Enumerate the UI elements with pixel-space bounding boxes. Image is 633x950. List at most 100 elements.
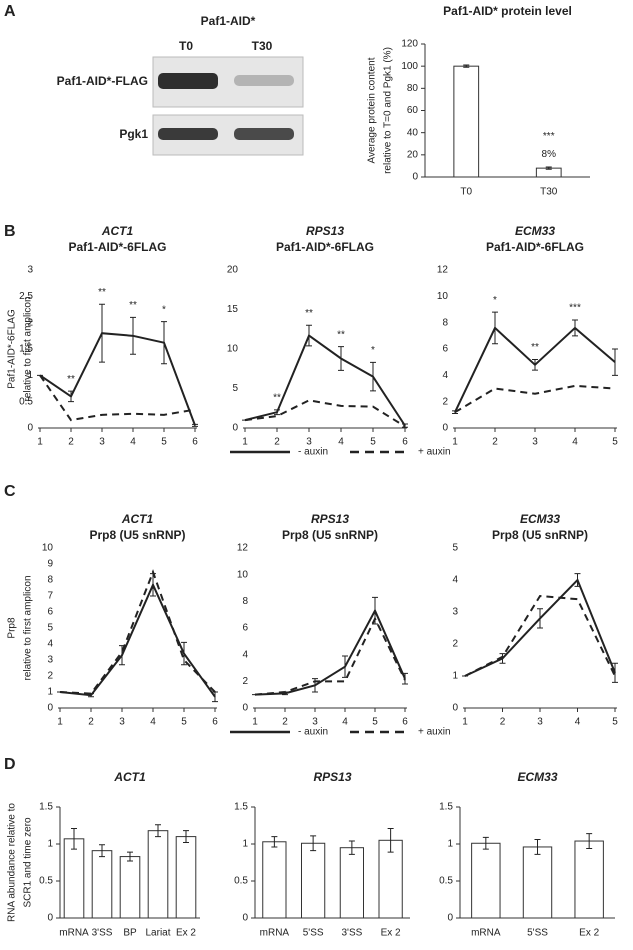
lane-label: T0 bbox=[179, 39, 193, 53]
bar bbox=[147, 830, 169, 919]
y-tick-label: 1.5 bbox=[19, 344, 33, 355]
significance: ** bbox=[273, 392, 281, 403]
y-tick-label: 0.5 bbox=[439, 876, 453, 887]
x-tick-label: 3 bbox=[537, 717, 543, 728]
y-tick-label: 7 bbox=[47, 591, 53, 602]
y-tick-label: 2 bbox=[242, 676, 248, 687]
lane-label: T30 bbox=[252, 39, 273, 53]
chart-title: ACT1 bbox=[101, 224, 134, 238]
y-tick-label: 0.5 bbox=[19, 396, 33, 407]
y-tick-label: 15 bbox=[227, 304, 239, 315]
y-tick-label: 4 bbox=[47, 639, 53, 650]
chart-title: ECM33 bbox=[517, 770, 557, 784]
x-tick-label: mRNA bbox=[471, 928, 501, 939]
error-bar bbox=[348, 840, 355, 855]
y-tick-label: 0 bbox=[242, 913, 248, 924]
y-tick-label: 10 bbox=[237, 569, 249, 580]
x-tick-label: 1 bbox=[37, 437, 43, 448]
x-tick-label: 5'SS bbox=[303, 928, 324, 939]
error-bar bbox=[612, 348, 618, 376]
error-bar bbox=[127, 851, 133, 862]
y-tick-label: 1 bbox=[242, 839, 248, 850]
error-bar bbox=[545, 166, 552, 170]
panel-letter: B bbox=[4, 223, 16, 240]
significance: ** bbox=[305, 308, 313, 319]
x-tick-label: 5 bbox=[612, 437, 618, 448]
blot-row-label: Pgk1 bbox=[119, 127, 148, 141]
legend-label: - auxin bbox=[298, 727, 328, 738]
y-tick-label: 12 bbox=[437, 265, 449, 276]
y-tick-label: 6 bbox=[47, 607, 53, 618]
chart-title: ACT1 bbox=[113, 770, 146, 784]
error-bar bbox=[612, 662, 618, 683]
x-tick-label: 3 bbox=[119, 717, 125, 728]
x-tick-label: 6 bbox=[402, 717, 408, 728]
error-bar bbox=[572, 319, 578, 337]
y-tick-label: 40 bbox=[407, 127, 419, 138]
y-tick-label: 80 bbox=[407, 83, 419, 94]
x-tick-label: Lariat bbox=[145, 928, 170, 939]
x-tick-label: 4 bbox=[575, 717, 581, 728]
x-tick-label: 1 bbox=[252, 717, 258, 728]
x-tick-label: T0 bbox=[460, 187, 472, 198]
x-tick-label: 4 bbox=[338, 437, 344, 448]
error-bar bbox=[183, 830, 189, 844]
y-tick-label: 8 bbox=[47, 575, 53, 586]
x-tick-label: 5 bbox=[612, 717, 618, 728]
y-tick-label: 3 bbox=[27, 265, 33, 276]
error-bar bbox=[161, 321, 167, 365]
x-tick-label: Ex 2 bbox=[381, 928, 401, 939]
chart-subtitle: Prp8 (U5 snRNP) bbox=[492, 528, 588, 542]
bar bbox=[262, 841, 287, 919]
error-bar bbox=[387, 827, 394, 853]
bar bbox=[471, 842, 501, 919]
y-axis-label: relative to first amplicon bbox=[23, 575, 34, 680]
x-tick-label: 4 bbox=[150, 717, 156, 728]
chart-title: RPS13 bbox=[311, 512, 349, 526]
bar bbox=[119, 856, 141, 919]
error-bar bbox=[534, 839, 541, 855]
y-axis-label: Prp8 bbox=[7, 617, 18, 639]
panel-letter: A bbox=[4, 3, 16, 20]
x-tick-label: 5 bbox=[161, 437, 167, 448]
panel-letter: C bbox=[4, 483, 16, 500]
y-axis-label: relative to first amplicon bbox=[23, 296, 34, 401]
error-bar bbox=[537, 608, 543, 629]
chart-subtitle: Prp8 (U5 snRNP) bbox=[89, 528, 185, 542]
y-axis-label: RNA abundance relative to bbox=[7, 803, 18, 922]
chart-title: ACT1 bbox=[121, 512, 154, 526]
y-tick-label: 1.5 bbox=[234, 802, 248, 813]
y-tick-label: 0.5 bbox=[39, 876, 53, 887]
significance: * bbox=[371, 345, 375, 356]
x-tick-label: 2 bbox=[500, 717, 506, 728]
x-tick-label: 6 bbox=[192, 437, 198, 448]
series-line bbox=[254, 608, 406, 696]
y-tick-label: 1 bbox=[47, 839, 53, 850]
x-tick-label: 1 bbox=[462, 717, 468, 728]
chart-subtitle: Paf1-AID*-6FLAG bbox=[276, 240, 374, 254]
x-tick-label: Ex 2 bbox=[579, 928, 599, 939]
y-tick-label: 0 bbox=[452, 703, 458, 714]
y-tick-label: 120 bbox=[401, 39, 418, 50]
significance: ** bbox=[337, 329, 345, 340]
significance: *** bbox=[543, 131, 555, 142]
legend-label: + auxin bbox=[418, 727, 451, 738]
y-tick-label: 20 bbox=[227, 265, 239, 276]
y-tick-label: 60 bbox=[407, 105, 419, 116]
error-bar bbox=[338, 346, 344, 371]
y-tick-label: 12 bbox=[237, 543, 249, 554]
y-tick-label: 6 bbox=[242, 623, 248, 634]
significance: * bbox=[162, 304, 166, 315]
y-tick-label: 0.5 bbox=[234, 876, 248, 887]
error-bar bbox=[482, 836, 489, 850]
y-tick-label: 9 bbox=[47, 559, 53, 570]
chart-subtitle: Prp8 (U5 snRNP) bbox=[282, 528, 378, 542]
bar bbox=[91, 850, 113, 919]
x-tick-label: 4 bbox=[572, 437, 578, 448]
y-tick-label: 1 bbox=[447, 839, 453, 850]
series-line bbox=[59, 582, 216, 698]
y-tick-label: 6 bbox=[442, 344, 448, 355]
bar bbox=[574, 840, 604, 919]
error-bar bbox=[155, 824, 161, 838]
x-tick-label: 3'SS bbox=[92, 928, 113, 939]
